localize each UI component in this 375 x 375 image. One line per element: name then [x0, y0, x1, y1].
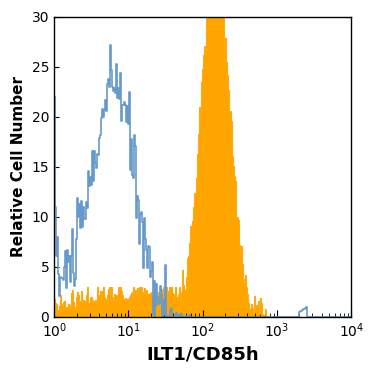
- X-axis label: ILT1/CD85h: ILT1/CD85h: [146, 346, 259, 364]
- Y-axis label: Relative Cell Number: Relative Cell Number: [11, 76, 26, 257]
